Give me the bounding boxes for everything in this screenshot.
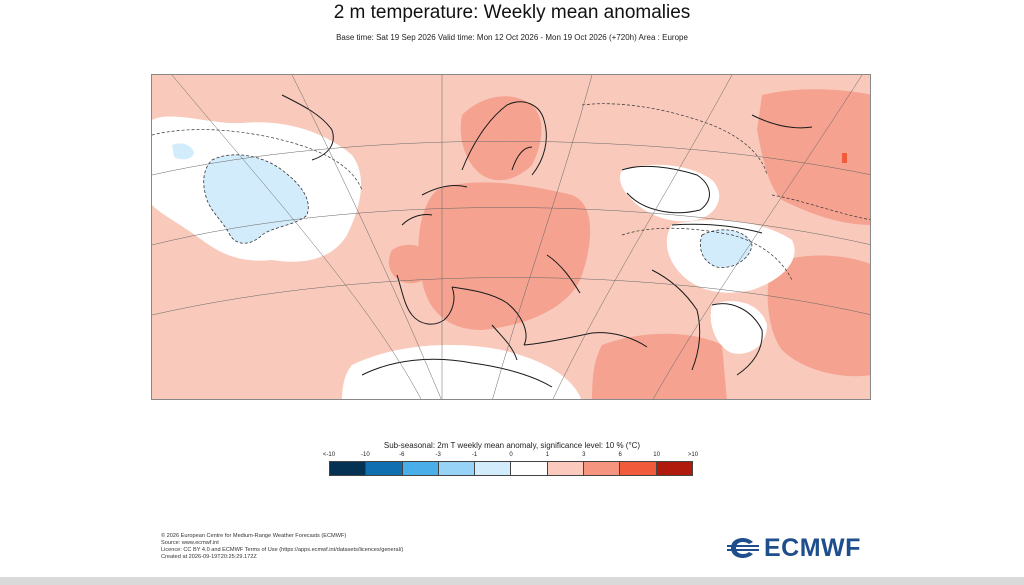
color-legend: <-10 -10 -6 -3 -1 0 1 3 6 10 >10 xyxy=(323,452,698,476)
legend-tick: -3 xyxy=(435,452,441,458)
legend-swatch xyxy=(584,462,621,475)
russia-east-warm-area xyxy=(757,89,870,225)
legend-swatch xyxy=(330,462,367,475)
chart-subtitle: Base time: Sat 19 Sep 2026 Valid time: M… xyxy=(336,33,688,42)
bottom-strip xyxy=(0,577,1024,585)
source-line: Source: www.ecmwf.int xyxy=(161,540,219,546)
legend-ticks: <-10 -10 -6 -3 -1 0 1 3 6 10 >10 xyxy=(323,452,698,461)
legend-tick: 3 xyxy=(582,452,586,458)
legend-tick: -6 xyxy=(399,452,405,458)
north-africa-neutral-area xyxy=(342,345,582,399)
ecmwf-waves-icon xyxy=(727,538,759,558)
legend-tick: -1 xyxy=(471,452,478,458)
legend-swatch xyxy=(366,462,403,475)
anatolia-cool-area xyxy=(700,229,753,268)
legend-swatch xyxy=(656,462,692,475)
legend-swatch xyxy=(402,462,439,475)
ecmwf-logo: ECMWF xyxy=(725,533,861,563)
legend-title: Sub-seasonal: 2m T weekly mean anomaly, … xyxy=(383,441,641,450)
scandinavia-warm-area xyxy=(460,96,542,181)
coastlines xyxy=(281,94,813,388)
copyright-line: © 2026 European Centre for Medium-Range … xyxy=(161,533,347,539)
legend-tick: 0 xyxy=(509,452,513,458)
graticule xyxy=(152,75,870,399)
hot-spot-marker xyxy=(842,153,847,163)
legend-color-bar xyxy=(329,461,693,476)
iberia-west-warm-area xyxy=(388,244,433,284)
logo-text: ECMWF xyxy=(764,533,861,562)
arabia-neutral-area xyxy=(710,301,767,354)
central-europe-warm-area xyxy=(418,182,591,330)
legend-swatch xyxy=(620,462,657,475)
legend-tick: 1 xyxy=(545,452,550,458)
legend-tick: -10 xyxy=(361,452,370,458)
legend-swatch xyxy=(475,462,512,475)
legend-tick: 6 xyxy=(618,452,622,458)
licence-line: Licence: CC BY 4.0 and ECMWF Terms of Us… xyxy=(161,547,404,553)
anomaly-map[interactable] xyxy=(151,74,871,400)
legend-swatch xyxy=(438,462,476,475)
legend-swatch xyxy=(511,462,548,475)
legend-tick: <-10 xyxy=(322,452,336,458)
created-line: Created at 2026-09-19T20:25:29.172Z xyxy=(161,554,257,560)
middle-east-warm-area xyxy=(767,255,870,377)
arctic-cool-patch xyxy=(172,143,194,160)
black-sea-neutral-area xyxy=(620,164,720,222)
chart-title: 2 m temperature: Weekly mean anomalies xyxy=(333,2,691,23)
footer-credits: © 2026 European Centre for Medium-Range … xyxy=(161,533,403,561)
legend-swatch xyxy=(547,462,585,475)
legend-tick: >10 xyxy=(687,452,699,458)
legend-tick: 10 xyxy=(653,452,660,458)
east-med-warm-area xyxy=(592,333,727,399)
